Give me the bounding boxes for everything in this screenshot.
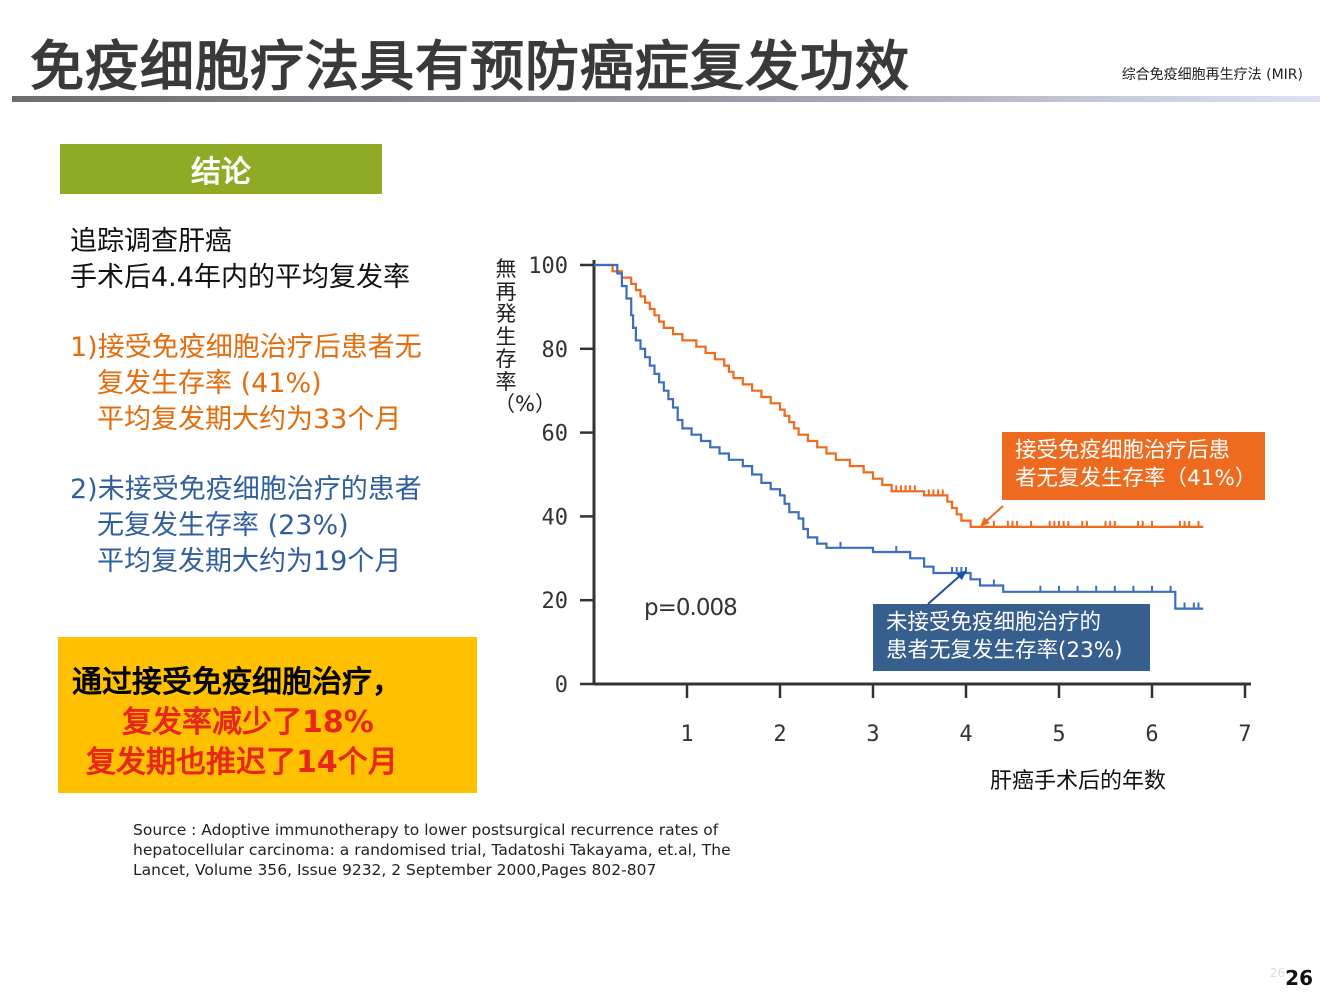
y-axis-ticks: 0 20 40 60 80 100 xyxy=(528,254,594,698)
legend-untreated-line-1: 未接受免疫细胞治疗的 xyxy=(886,610,1102,635)
point-untreated-line-2: 无复发生存率 (23%) xyxy=(97,510,349,541)
point-untreated: 2)未接受免疫细胞治疗的患者 无复发生存率 (23%) 平均复发期大约为19个月 xyxy=(70,472,422,580)
page-number: 26 xyxy=(1285,966,1313,990)
legend-untreated-line-2: 患者无复发生存率(23%) xyxy=(886,638,1123,663)
legend-arrows xyxy=(927,505,1004,605)
blue-legend-arrowhead xyxy=(956,570,967,580)
y-tick-label: 40 xyxy=(542,505,569,530)
x-tick-label: 2 xyxy=(773,722,786,747)
legend-treated-line-2: 者无复发生存率（41%） xyxy=(1015,466,1257,491)
y-tick-label: 60 xyxy=(542,422,569,447)
y-tick-label: 100 xyxy=(528,254,568,279)
y-tick-label: 20 xyxy=(542,589,569,614)
highlight-line-1: 通过接受免疫细胞治疗， xyxy=(72,665,402,700)
page-title: 免疫细胞疗法具有预防癌症复发功效 xyxy=(30,35,910,98)
point-treated-line-1: 1)接受免疫细胞治疗后患者无 xyxy=(70,332,422,363)
legend-treated-line-1: 接受免疫细胞治疗后患 xyxy=(1015,438,1231,463)
x-tick-label: 6 xyxy=(1145,722,1158,747)
orange-legend-arrowhead xyxy=(980,517,990,527)
point-treated-line-3: 平均复发期大约为33个月 xyxy=(97,404,402,435)
x-tick-label: 3 xyxy=(866,722,879,747)
x-axis-ticks: 1 2 3 4 5 6 7 xyxy=(680,684,1252,747)
point-untreated-line-3: 平均复发期大约为19个月 xyxy=(97,546,402,577)
series-layer xyxy=(594,263,1204,610)
x-tick-label: 7 xyxy=(1238,722,1251,747)
x-tick-label: 5 xyxy=(1052,722,1065,747)
series-line-untreated xyxy=(594,263,1204,610)
point-treated: 1)接受免疫细胞治疗后患者无 复发生存率 (41%) 平均复发期大约为33个月 xyxy=(70,330,422,438)
chart-axes xyxy=(592,260,1251,686)
conclusion-label: 结论 xyxy=(60,144,382,194)
intro-text: 追踪调查肝癌 手术后4.4年内的平均复发率 xyxy=(70,224,410,296)
y-tick-label: 0 xyxy=(555,673,568,698)
highlight-line-3: 复发期也推迟了14个月 xyxy=(86,745,398,780)
p-value-annotation: p=0.008 xyxy=(644,595,738,621)
censor-marks xyxy=(839,485,1200,609)
x-axis-label: 肝癌手术后的年数 xyxy=(990,769,1167,794)
point-treated-line-2: 复发生存率 (41%) xyxy=(97,368,322,399)
legend-treated: 接受免疫细胞治疗后患 者无复发生存率（41%） xyxy=(1002,432,1265,500)
title-divider xyxy=(12,96,1320,102)
legend-untreated: 未接受免疫细胞治疗的 患者无复发生存率(23%) xyxy=(873,604,1150,671)
page-number-ghost: 26 xyxy=(1269,966,1285,980)
intro-line-1: 追踪调查肝癌 xyxy=(70,226,232,257)
highlight-line-2: 复发率减少了18% xyxy=(122,705,374,740)
y-tick-label: 80 xyxy=(542,338,569,363)
x-tick-label: 1 xyxy=(680,722,693,747)
highlight-box: 通过接受免疫细胞治疗， 复发率减少了18% 复发期也推迟了14个月 xyxy=(58,637,477,793)
x-tick-label: 4 xyxy=(959,722,972,747)
series-line-treated xyxy=(594,263,1204,528)
page-subtitle: 综合免疫细胞再生疗法 (MIR) xyxy=(1121,67,1303,83)
y-axis-label: 無再発生存率（%） xyxy=(494,257,556,416)
intro-line-2: 手术后4.4年内的平均复发率 xyxy=(70,262,410,293)
source-citation: Source : Adoptive immunotherapy to lower… xyxy=(133,821,731,879)
blue-legend-arrow xyxy=(927,572,964,605)
point-untreated-line-1: 2)未接受免疫细胞治疗的患者 xyxy=(70,474,422,505)
